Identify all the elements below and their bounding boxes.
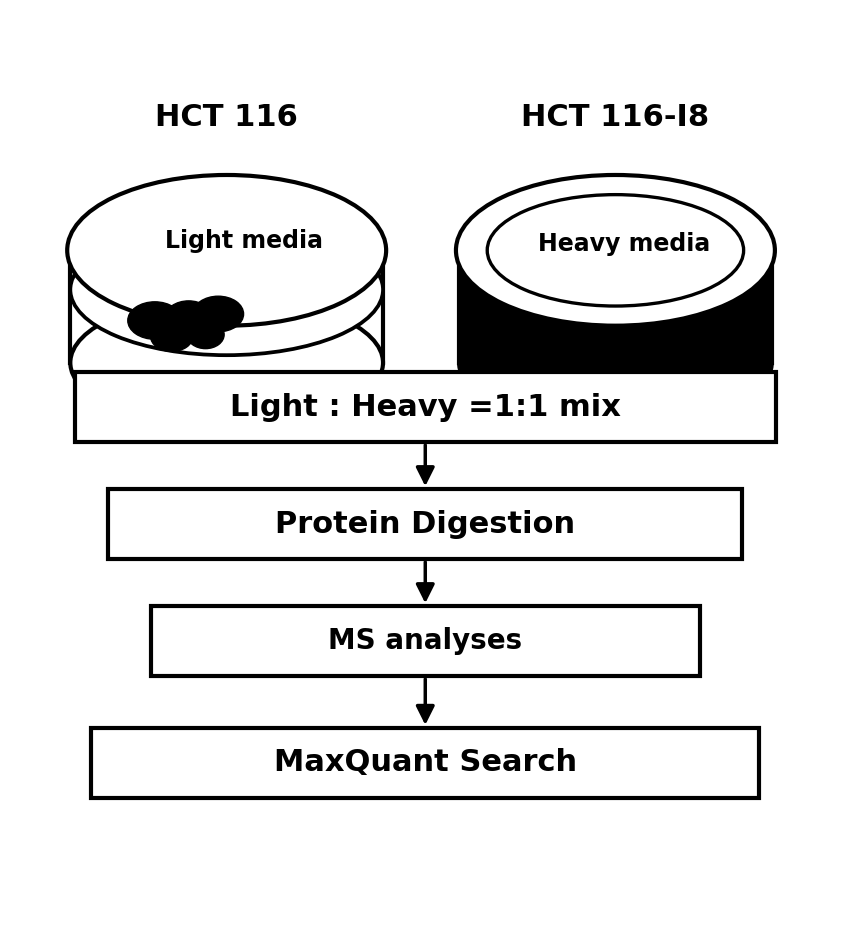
Bar [150, 606, 700, 676]
Ellipse shape [459, 224, 771, 355]
Text: Light : Heavy =1:1 mix: Light : Heavy =1:1 mix [230, 392, 621, 422]
Bar [91, 728, 759, 798]
Ellipse shape [459, 297, 771, 428]
Polygon shape [459, 251, 771, 363]
Text: MaxQuant Search: MaxQuant Search [274, 749, 577, 777]
Bar [75, 372, 776, 443]
Ellipse shape [193, 296, 244, 332]
Ellipse shape [150, 321, 193, 352]
Text: Heavy media: Heavy media [538, 232, 710, 256]
Bar [108, 489, 742, 560]
Text: MS analyses: MS analyses [328, 627, 522, 655]
Ellipse shape [165, 301, 212, 334]
Ellipse shape [456, 175, 775, 326]
Text: HCT 116: HCT 116 [155, 104, 298, 132]
Text: Protein Digestion: Protein Digestion [275, 509, 576, 539]
Ellipse shape [187, 320, 224, 349]
Ellipse shape [70, 297, 383, 428]
Ellipse shape [70, 224, 383, 355]
Ellipse shape [67, 175, 387, 326]
Text: HCT 116-I8: HCT 116-I8 [521, 104, 710, 132]
Text: Light media: Light media [165, 229, 323, 253]
Ellipse shape [128, 302, 182, 339]
Ellipse shape [487, 195, 744, 306]
Polygon shape [70, 251, 383, 363]
